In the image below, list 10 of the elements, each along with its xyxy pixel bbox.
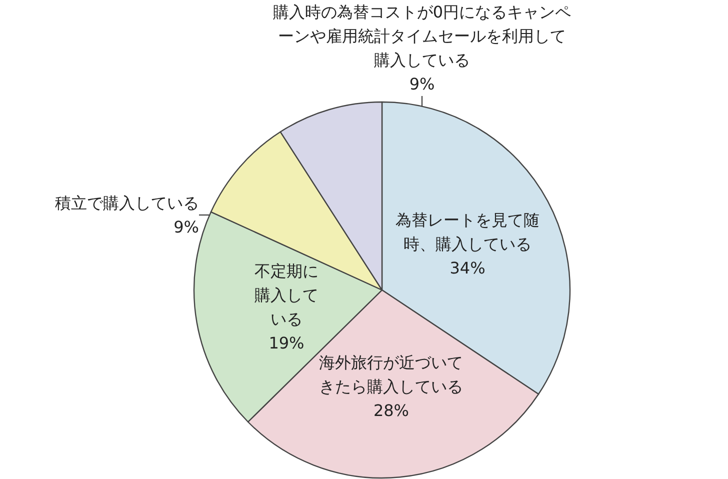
slice-label: 積立で購入している [55,194,199,212]
slice-label: 海外旅行が近づいてきたら購入している [319,353,464,396]
data-label: 28% [373,401,409,420]
data-label: 9% [174,218,199,236]
slice-label: 為替レートを見て随時、購入している [396,210,540,254]
data-label: 9% [409,74,435,94]
slice-label: 購入時の為替コストが0円になるキャンペーンや雇用統計タイムセールを利用して購入している [272,2,572,70]
slice-label: 不定期に購入している [254,261,318,328]
data-label: 34% [450,258,486,278]
data-label: 19% [268,333,304,352]
